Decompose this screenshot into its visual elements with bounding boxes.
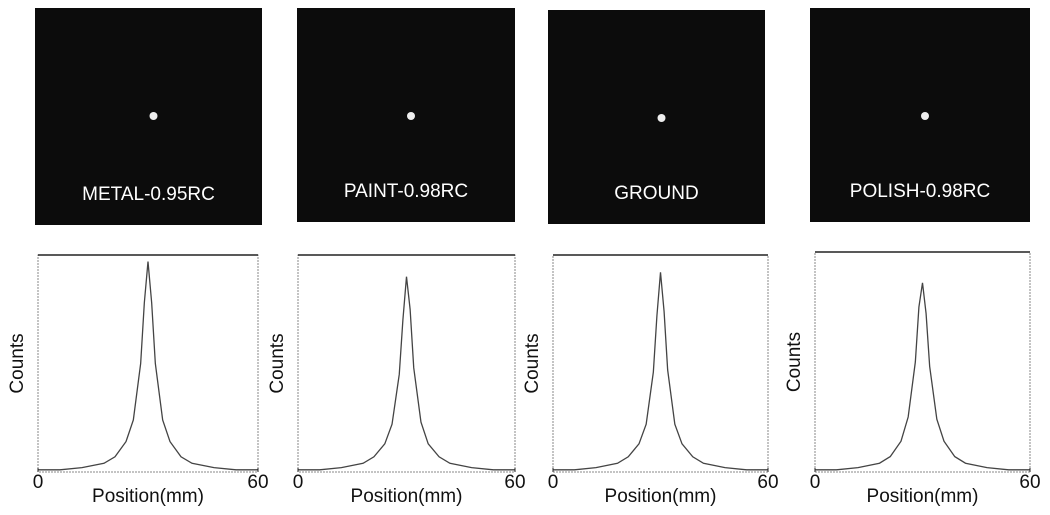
profile-line <box>553 272 768 469</box>
y-axis-label: Counts <box>267 333 288 393</box>
x-tick-label: 60 <box>247 472 268 493</box>
x-tick-label: 0 <box>810 472 821 493</box>
profile-line <box>38 262 258 470</box>
x-tick-label: 0 <box>293 472 304 493</box>
spot <box>658 114 666 122</box>
spot <box>407 112 415 120</box>
plot-frame <box>38 255 258 472</box>
page: METAL-0.95RC 0 60 Position(mm) Counts PAINT-0… <box>0 0 1050 515</box>
plot-frame <box>298 255 515 472</box>
y-axis-label: Counts <box>784 332 805 392</box>
y-axis-label: Counts <box>7 333 28 393</box>
x-tick-label: 60 <box>757 472 778 493</box>
x-tick-label: 60 <box>504 472 525 493</box>
spot <box>921 112 929 120</box>
image-label: PAINT-0.98RC <box>344 181 468 202</box>
x-axis-label: Position(mm) <box>351 486 463 507</box>
x-tick-label: 0 <box>33 472 44 493</box>
x-axis-label: Position(mm) <box>605 486 717 507</box>
x-tick-label: 0 <box>548 472 559 493</box>
image-label: GROUND <box>614 183 698 204</box>
x-axis-label: Position(mm) <box>867 486 979 507</box>
image-label: POLISH-0.98RC <box>850 181 990 202</box>
y-axis-label: Counts <box>522 333 543 393</box>
figure: METAL-0.95RC 0 60 Position(mm) Counts PAINT-0… <box>0 0 1050 515</box>
plot-frame <box>553 255 768 472</box>
profile-line <box>298 277 515 470</box>
x-axis-label: Position(mm) <box>92 486 204 507</box>
image-label: METAL-0.95RC <box>82 184 215 205</box>
spot <box>150 112 158 120</box>
x-tick-label: 60 <box>1019 472 1040 493</box>
profile-line <box>815 283 1030 470</box>
